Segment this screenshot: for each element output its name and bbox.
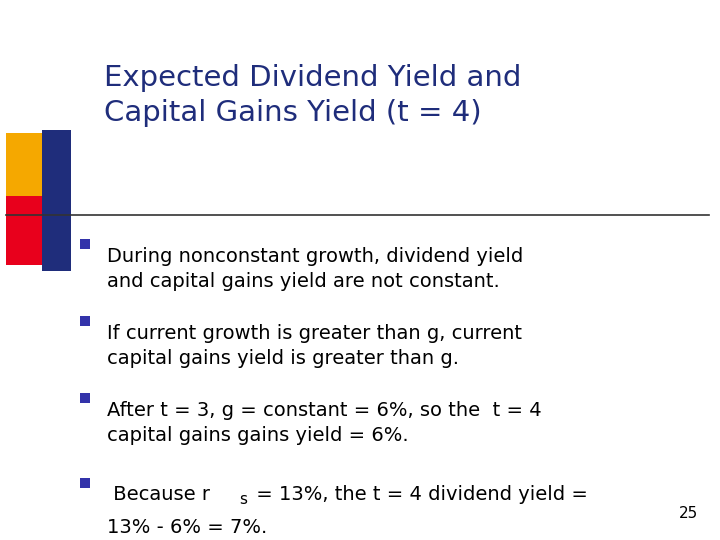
Text: 25: 25 xyxy=(679,506,698,521)
Text: 13% - 6% = 7%.: 13% - 6% = 7%. xyxy=(107,518,267,537)
Text: Expected Dividend Yield and
Capital Gains Yield (t = 4): Expected Dividend Yield and Capital Gain… xyxy=(104,64,522,127)
Text: = 13%, the t = 4 dividend yield =: = 13%, the t = 4 dividend yield = xyxy=(250,485,588,504)
Text: If current growth is greater than g, current
capital gains yield is greater than: If current growth is greater than g, cur… xyxy=(107,323,521,368)
Bar xyxy=(6,197,60,265)
Text: After t = 3, g = constant = 6%, so the  t = 4
capital gains gains yield = 6%.: After t = 3, g = constant = 6%, so the t… xyxy=(107,401,541,446)
Text: Because r: Because r xyxy=(107,485,210,504)
Bar xyxy=(6,133,60,201)
Text: During nonconstant growth, dividend yield
and capital gains yield are not consta: During nonconstant growth, dividend yiel… xyxy=(107,247,523,292)
Bar xyxy=(42,130,71,271)
Text: s: s xyxy=(240,492,248,507)
